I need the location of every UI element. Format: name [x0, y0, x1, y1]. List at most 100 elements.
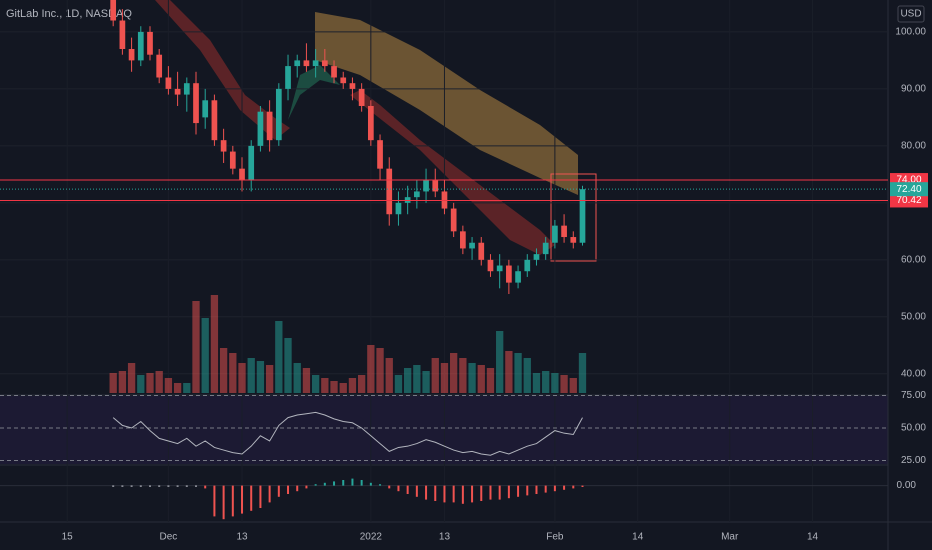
candle-body	[469, 242, 475, 249]
price-label-bg	[890, 193, 928, 208]
candle-body	[460, 231, 466, 249]
rsi-tick-label: 75.00	[901, 390, 926, 401]
y-tick-label: 100.00	[895, 27, 926, 38]
osc-bar	[323, 482, 326, 486]
candle-body	[478, 242, 485, 260]
candle-body	[275, 88, 282, 141]
volume-bar	[109, 373, 117, 393]
candle-body	[128, 49, 135, 61]
osc-bar	[305, 485, 308, 489]
osc-bar	[360, 480, 363, 486]
volume-bar	[311, 375, 320, 393]
osc-bar	[112, 485, 115, 487]
osc-bar	[581, 485, 584, 487]
osc-bar	[471, 485, 474, 503]
volume-bar	[256, 361, 265, 393]
candle-body	[414, 191, 420, 198]
candle-body	[220, 140, 227, 152]
candle-body	[119, 20, 126, 50]
osc-bar	[241, 485, 244, 514]
candle-body	[487, 259, 494, 272]
osc-bar	[379, 484, 382, 486]
osc-bar	[287, 485, 290, 494]
volume-bar	[403, 368, 412, 393]
volume-bar	[450, 353, 458, 393]
osc-bar	[342, 480, 345, 486]
y-tick-label: 60.00	[901, 254, 926, 265]
volume-bar	[542, 371, 550, 393]
volume-bar	[339, 383, 347, 393]
volume-bar	[348, 378, 357, 393]
volume-bar	[284, 338, 292, 393]
volume-bar	[275, 321, 283, 393]
volume-bar	[394, 375, 403, 393]
currency-box[interactable]	[897, 5, 925, 23]
candle-body	[285, 66, 291, 89]
y-tick-label: 50.00	[901, 311, 926, 322]
candle-body	[294, 60, 301, 67]
ma-band	[350, 90, 555, 255]
x-tick-label: Mar	[721, 532, 739, 543]
osc-bar	[517, 485, 520, 497]
osc-bar	[415, 485, 418, 497]
osc-bar	[231, 485, 234, 517]
osc-bar	[222, 485, 225, 520]
osc-bar	[259, 485, 262, 508]
osc-tick-label: 0.00	[897, 480, 917, 491]
candle-body	[183, 83, 190, 95]
volume-bar	[367, 345, 375, 393]
candle-body	[303, 60, 310, 67]
candle-body	[257, 111, 264, 146]
osc-bar	[489, 485, 492, 500]
volume-bar	[505, 351, 513, 393]
osc-bar	[443, 485, 446, 503]
candle-body	[331, 66, 337, 78]
volume-bar	[210, 295, 219, 393]
candle-body	[570, 237, 577, 243]
candle-body	[193, 83, 199, 124]
candle-body	[202, 100, 209, 118]
last-price-bg	[890, 182, 928, 197]
volume-bar	[376, 348, 384, 393]
candle-body	[395, 202, 402, 215]
x-tick-label: Dec	[159, 532, 177, 543]
rsi-tick-label: 25.00	[901, 455, 926, 466]
osc-bar	[277, 485, 280, 497]
candle-body	[496, 265, 503, 272]
volume-bar	[551, 373, 559, 393]
volume-bar	[127, 363, 136, 393]
volume-bar	[440, 363, 449, 393]
osc-bar	[397, 485, 400, 492]
volume-bar	[496, 331, 504, 393]
ma-band	[120, 0, 290, 140]
candle-body	[312, 60, 319, 67]
rsi-tick-label: 50.00	[901, 423, 926, 434]
candle-body	[533, 254, 540, 260]
volume-bar	[293, 363, 301, 393]
osc-bar	[314, 484, 317, 486]
candle-body	[515, 271, 521, 283]
volume-bar	[118, 371, 127, 393]
candle-body	[137, 31, 144, 61]
volume-bar	[468, 363, 476, 393]
volume-bar	[514, 353, 522, 393]
osc-bar	[461, 485, 464, 504]
candle-body	[367, 105, 374, 141]
highlight-box	[550, 173, 597, 262]
volume-bar	[385, 358, 393, 393]
x-tick-label: 2022	[360, 532, 383, 543]
osc-bar	[452, 485, 455, 503]
osc-bar	[333, 481, 336, 486]
y-tick-label: 80.00	[901, 141, 926, 152]
candle-body	[542, 242, 549, 255]
osc-bar	[204, 485, 207, 489]
osc-bar	[544, 485, 547, 493]
candle-body	[340, 77, 347, 84]
volume-bar	[183, 383, 191, 393]
price-label: 74.00	[896, 175, 921, 186]
volume-bar	[422, 371, 430, 393]
x-tick-label: 13	[439, 532, 451, 543]
cloud	[315, 12, 578, 195]
chart-title: GitLab Inc., 1D, NASDAQ	[6, 8, 132, 20]
volume-bar	[238, 363, 246, 393]
